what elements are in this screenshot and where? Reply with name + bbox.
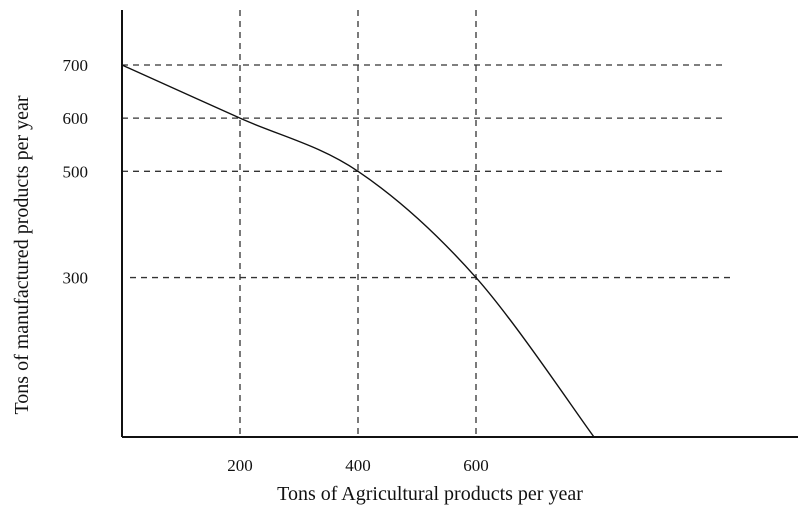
- x-tick-label-200: 200: [227, 456, 253, 475]
- y-tick-label-600: 600: [63, 109, 89, 128]
- y-axis-title: Tons of manufactured products per year: [11, 95, 33, 414]
- x-tick-label-400: 400: [345, 456, 371, 475]
- y-tick-label-300: 300: [63, 269, 89, 288]
- x-tick-label-600: 600: [463, 456, 489, 475]
- grid-layer: [122, 10, 735, 437]
- y-tick-label-700: 700: [63, 56, 89, 75]
- label-layer: 300 500 600 700 200 400 600: [63, 56, 489, 475]
- x-axis-title: Tons of Agricultural products per year: [277, 483, 583, 505]
- y-tick-label-500: 500: [63, 162, 89, 181]
- axis-layer: [122, 10, 798, 437]
